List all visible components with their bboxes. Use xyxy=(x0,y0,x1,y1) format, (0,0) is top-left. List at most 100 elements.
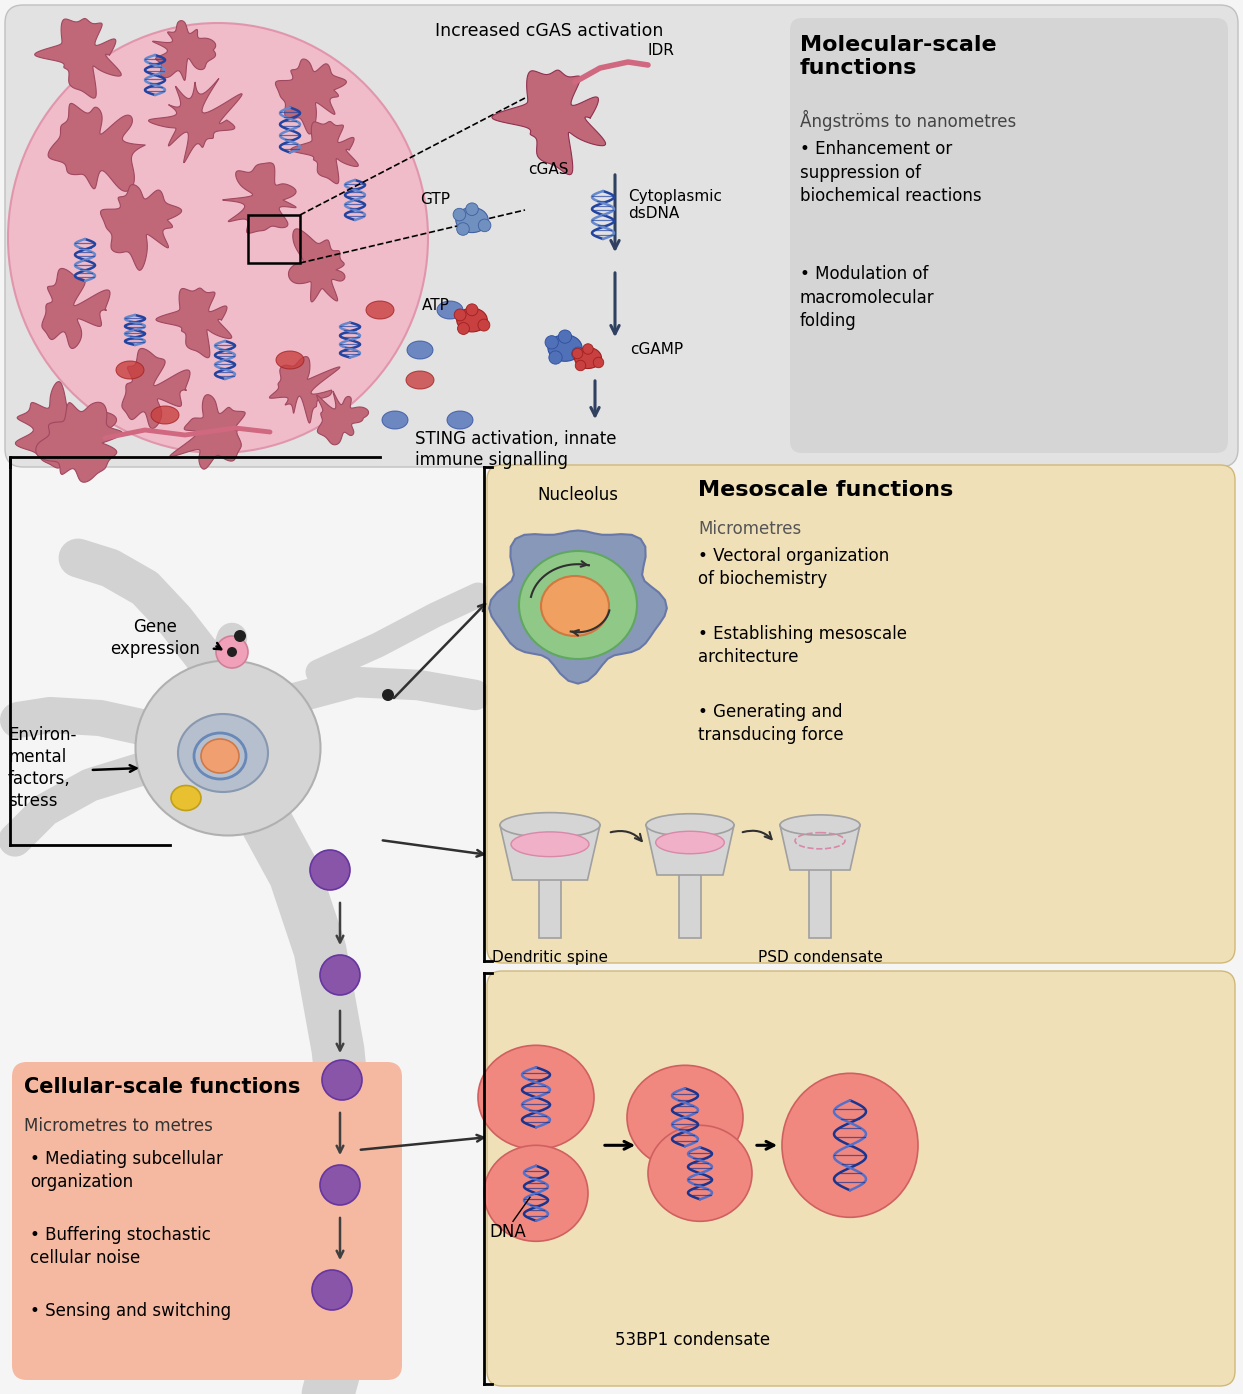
Circle shape xyxy=(549,351,562,364)
Ellipse shape xyxy=(541,576,609,636)
Circle shape xyxy=(544,336,558,348)
Circle shape xyxy=(234,630,246,643)
Ellipse shape xyxy=(626,1065,743,1170)
Text: Micrometres to metres: Micrometres to metres xyxy=(24,1117,213,1135)
Circle shape xyxy=(558,330,572,343)
Text: • Generating and
transducing force: • Generating and transducing force xyxy=(699,703,844,744)
Ellipse shape xyxy=(782,1073,919,1217)
Text: 53BP1 condensate: 53BP1 condensate xyxy=(615,1331,771,1349)
Text: Ångströms to nanometres: Ångströms to nanometres xyxy=(800,110,1017,131)
Ellipse shape xyxy=(178,714,268,792)
Ellipse shape xyxy=(511,832,589,857)
Circle shape xyxy=(572,347,585,361)
Text: Increased cGAS activation: Increased cGAS activation xyxy=(435,22,664,40)
Ellipse shape xyxy=(648,1125,752,1221)
Text: Environ-
mental
factors,
stress: Environ- mental factors, stress xyxy=(7,726,76,810)
Circle shape xyxy=(454,208,466,220)
Polygon shape xyxy=(153,21,216,81)
Ellipse shape xyxy=(135,661,321,835)
Bar xyxy=(249,215,300,263)
Text: Molecular-scale
functions: Molecular-scale functions xyxy=(800,35,997,78)
Text: • Establishing mesoscale
architecture: • Establishing mesoscale architecture xyxy=(699,625,907,666)
Polygon shape xyxy=(148,78,242,163)
Circle shape xyxy=(216,636,249,668)
Ellipse shape xyxy=(548,335,582,361)
Ellipse shape xyxy=(365,301,394,319)
Polygon shape xyxy=(48,103,145,191)
Circle shape xyxy=(479,319,490,330)
Circle shape xyxy=(454,309,466,321)
Polygon shape xyxy=(291,121,358,184)
Polygon shape xyxy=(42,269,109,348)
Text: GTP: GTP xyxy=(420,192,450,208)
Text: Mesoscale functions: Mesoscale functions xyxy=(699,480,953,500)
Ellipse shape xyxy=(500,813,600,838)
Polygon shape xyxy=(170,395,245,470)
FancyBboxPatch shape xyxy=(791,18,1228,453)
Text: ATP: ATP xyxy=(423,297,450,312)
Ellipse shape xyxy=(781,815,860,835)
Polygon shape xyxy=(646,825,735,875)
Circle shape xyxy=(312,1270,352,1310)
Text: Cellular-scale functions: Cellular-scale functions xyxy=(24,1078,301,1097)
Text: Dendritic spine: Dendritic spine xyxy=(492,949,608,965)
Polygon shape xyxy=(679,860,701,938)
Circle shape xyxy=(583,344,593,354)
Ellipse shape xyxy=(520,551,636,659)
Text: Micrometres: Micrometres xyxy=(699,520,802,538)
Ellipse shape xyxy=(150,406,179,424)
Circle shape xyxy=(479,219,491,231)
Circle shape xyxy=(572,348,583,358)
Polygon shape xyxy=(809,856,832,938)
Polygon shape xyxy=(276,59,347,134)
Polygon shape xyxy=(492,70,605,174)
Ellipse shape xyxy=(655,831,725,853)
Polygon shape xyxy=(155,289,231,358)
Text: Cytoplasmic
dsDNA: Cytoplasmic dsDNA xyxy=(628,188,722,222)
Ellipse shape xyxy=(116,361,144,379)
Text: • Buffering stochastic
cellular noise: • Buffering stochastic cellular noise xyxy=(30,1225,211,1267)
Polygon shape xyxy=(317,392,369,445)
Circle shape xyxy=(576,360,585,371)
Text: PSD condensate: PSD condensate xyxy=(757,949,883,965)
Circle shape xyxy=(227,647,237,657)
FancyBboxPatch shape xyxy=(5,6,1238,467)
Ellipse shape xyxy=(646,814,735,836)
Polygon shape xyxy=(490,531,666,683)
Ellipse shape xyxy=(201,739,239,774)
FancyBboxPatch shape xyxy=(487,972,1236,1386)
Ellipse shape xyxy=(479,1046,594,1149)
Ellipse shape xyxy=(484,1146,588,1241)
Circle shape xyxy=(382,689,394,701)
Text: • Mediating subcellular
organization: • Mediating subcellular organization xyxy=(30,1150,222,1190)
Text: STING activation, innate
immune signalling: STING activation, innate immune signalli… xyxy=(415,429,617,468)
Text: DNA: DNA xyxy=(490,1224,526,1241)
Text: cGAS: cGAS xyxy=(528,162,568,177)
Ellipse shape xyxy=(172,785,201,810)
Circle shape xyxy=(319,955,360,995)
Circle shape xyxy=(457,322,470,335)
FancyBboxPatch shape xyxy=(12,1062,401,1380)
Circle shape xyxy=(319,1165,360,1204)
Polygon shape xyxy=(36,403,122,482)
Ellipse shape xyxy=(574,347,602,368)
Polygon shape xyxy=(781,825,860,870)
Polygon shape xyxy=(288,229,344,302)
Text: • Vectoral organization
of biochemistry: • Vectoral organization of biochemistry xyxy=(699,546,889,588)
Polygon shape xyxy=(35,18,122,98)
Circle shape xyxy=(322,1059,362,1100)
FancyBboxPatch shape xyxy=(487,466,1236,963)
Ellipse shape xyxy=(456,308,487,332)
Polygon shape xyxy=(539,863,561,938)
Text: cGAMP: cGAMP xyxy=(630,343,684,357)
Ellipse shape xyxy=(447,411,474,429)
Text: • Sensing and switching: • Sensing and switching xyxy=(30,1302,231,1320)
Ellipse shape xyxy=(382,411,408,429)
Circle shape xyxy=(456,223,470,236)
Polygon shape xyxy=(101,184,181,270)
Polygon shape xyxy=(222,163,296,233)
Text: Gene
expression: Gene expression xyxy=(111,618,200,658)
Polygon shape xyxy=(122,348,190,428)
Polygon shape xyxy=(500,825,600,880)
Ellipse shape xyxy=(456,208,488,233)
